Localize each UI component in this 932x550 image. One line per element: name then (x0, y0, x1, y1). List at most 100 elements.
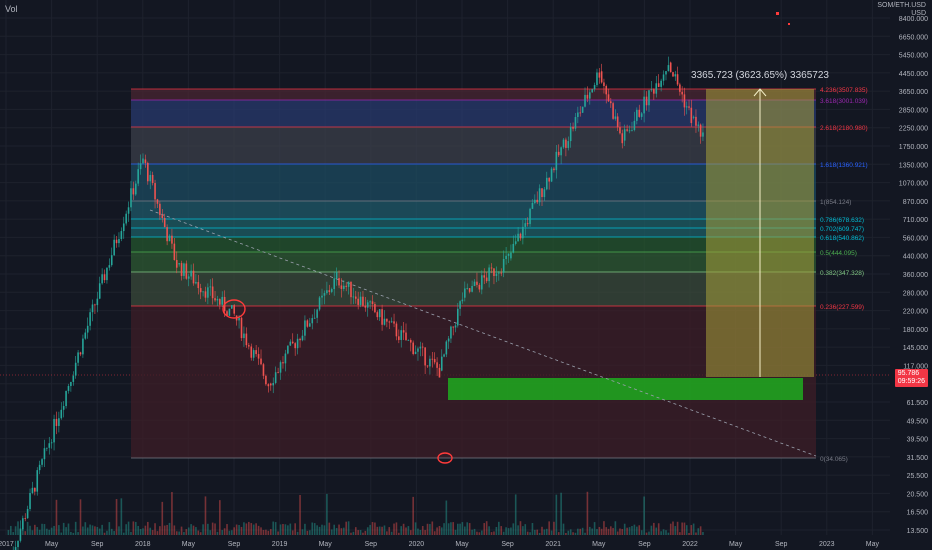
y-tick-label: 1750.000 (899, 144, 928, 151)
volume-bar (282, 523, 284, 535)
volume-bar (650, 525, 653, 535)
y-tick-label: 145.000 (903, 345, 928, 352)
candle-body (623, 129, 626, 141)
candle-body (557, 151, 560, 156)
volume-bar (567, 530, 570, 535)
candle-body (26, 509, 29, 519)
volume-bar (352, 531, 355, 535)
candle-body (24, 518, 27, 519)
candle-body (541, 188, 543, 198)
volume-bar (173, 525, 176, 535)
candle-body (46, 447, 48, 449)
candle-body (67, 386, 70, 391)
candle-body (538, 188, 541, 203)
volume-bar (505, 527, 507, 535)
x-tick-label: Sep (228, 541, 241, 548)
volume-bar (419, 529, 422, 535)
x-tick-label: 2018 (135, 541, 151, 548)
volume-bar (58, 525, 60, 535)
volume-bar (638, 525, 641, 535)
volume-bar (149, 527, 152, 535)
candle-body (598, 72, 601, 78)
volume-bar (443, 523, 445, 535)
candle-body (58, 418, 60, 426)
volume-bar (313, 523, 316, 535)
candle-body (577, 112, 579, 118)
volume-bar (541, 526, 543, 535)
volume-bar (130, 531, 132, 535)
fib-band (131, 127, 816, 164)
volume-bar (557, 532, 560, 535)
volume-bar (688, 532, 690, 535)
volume-bar (562, 523, 565, 535)
volume-bar (197, 530, 200, 535)
volume-bar (591, 528, 593, 535)
volume-bar (643, 496, 645, 535)
y-tick-label: 8400.000 (899, 16, 928, 23)
candle-body (226, 311, 228, 316)
candle-body (454, 325, 457, 328)
y-tick-label: 560.000 (903, 235, 928, 242)
volume-bar (464, 526, 466, 535)
candle-body (219, 299, 221, 305)
volume-bar (262, 529, 265, 535)
volume-bar (144, 525, 147, 535)
candle-body (299, 338, 301, 341)
candle-body (209, 286, 212, 288)
volume-bar (569, 529, 572, 535)
fib-label: 0.786(678.632) (820, 217, 864, 224)
volume-bar (366, 527, 369, 535)
candle-body (581, 106, 584, 113)
fib-label: 0.618(540.862) (820, 235, 864, 242)
volume-bar (605, 527, 608, 535)
fib-band (131, 237, 816, 252)
y-tick-label: 1350.000 (899, 162, 928, 169)
volume-bar (82, 526, 84, 535)
volume-bar (655, 527, 658, 535)
volume-bar (284, 524, 287, 535)
y-tick-label: 440.000 (903, 254, 928, 261)
x-tick-label: May (729, 541, 743, 548)
candle-body (476, 281, 478, 285)
candle-body (438, 367, 441, 378)
candle-body (605, 85, 608, 95)
volume-bar (433, 531, 436, 535)
volume-bar (426, 523, 429, 535)
candle-body (250, 346, 253, 358)
y-tick-label: 870.000 (903, 199, 928, 206)
volume-bar (38, 529, 41, 535)
volume-bar (330, 529, 333, 535)
candle-body (643, 96, 645, 114)
candle-body (29, 492, 31, 510)
volume-bar (600, 528, 603, 535)
candle-body (134, 183, 137, 195)
candle-body (631, 129, 633, 131)
candle-body (55, 418, 58, 426)
volume-bar (631, 525, 633, 535)
candle-body (202, 291, 204, 293)
candle-body (115, 239, 118, 244)
candle-body (207, 287, 209, 298)
candle-body (333, 278, 336, 290)
volume-bar (29, 525, 31, 535)
candle-body (89, 312, 91, 326)
candle-body (433, 359, 436, 363)
candle-body (98, 283, 101, 299)
candle-body (490, 267, 493, 269)
candle-body (343, 285, 345, 289)
candles (12, 56, 704, 550)
candle-body (248, 345, 250, 347)
fib-label: 0.236(227.599) (820, 304, 864, 311)
volume-bar (667, 532, 670, 535)
candle-body (464, 288, 466, 298)
volume-bar (493, 531, 495, 535)
volume-bar (26, 521, 29, 535)
x-tick-label: May (319, 541, 333, 548)
volume-bar (596, 529, 598, 535)
volume-bar (665, 530, 667, 535)
volume-bar (405, 527, 407, 535)
volume-bar (62, 522, 65, 535)
candle-body (653, 89, 655, 94)
volume-bar (113, 531, 115, 535)
